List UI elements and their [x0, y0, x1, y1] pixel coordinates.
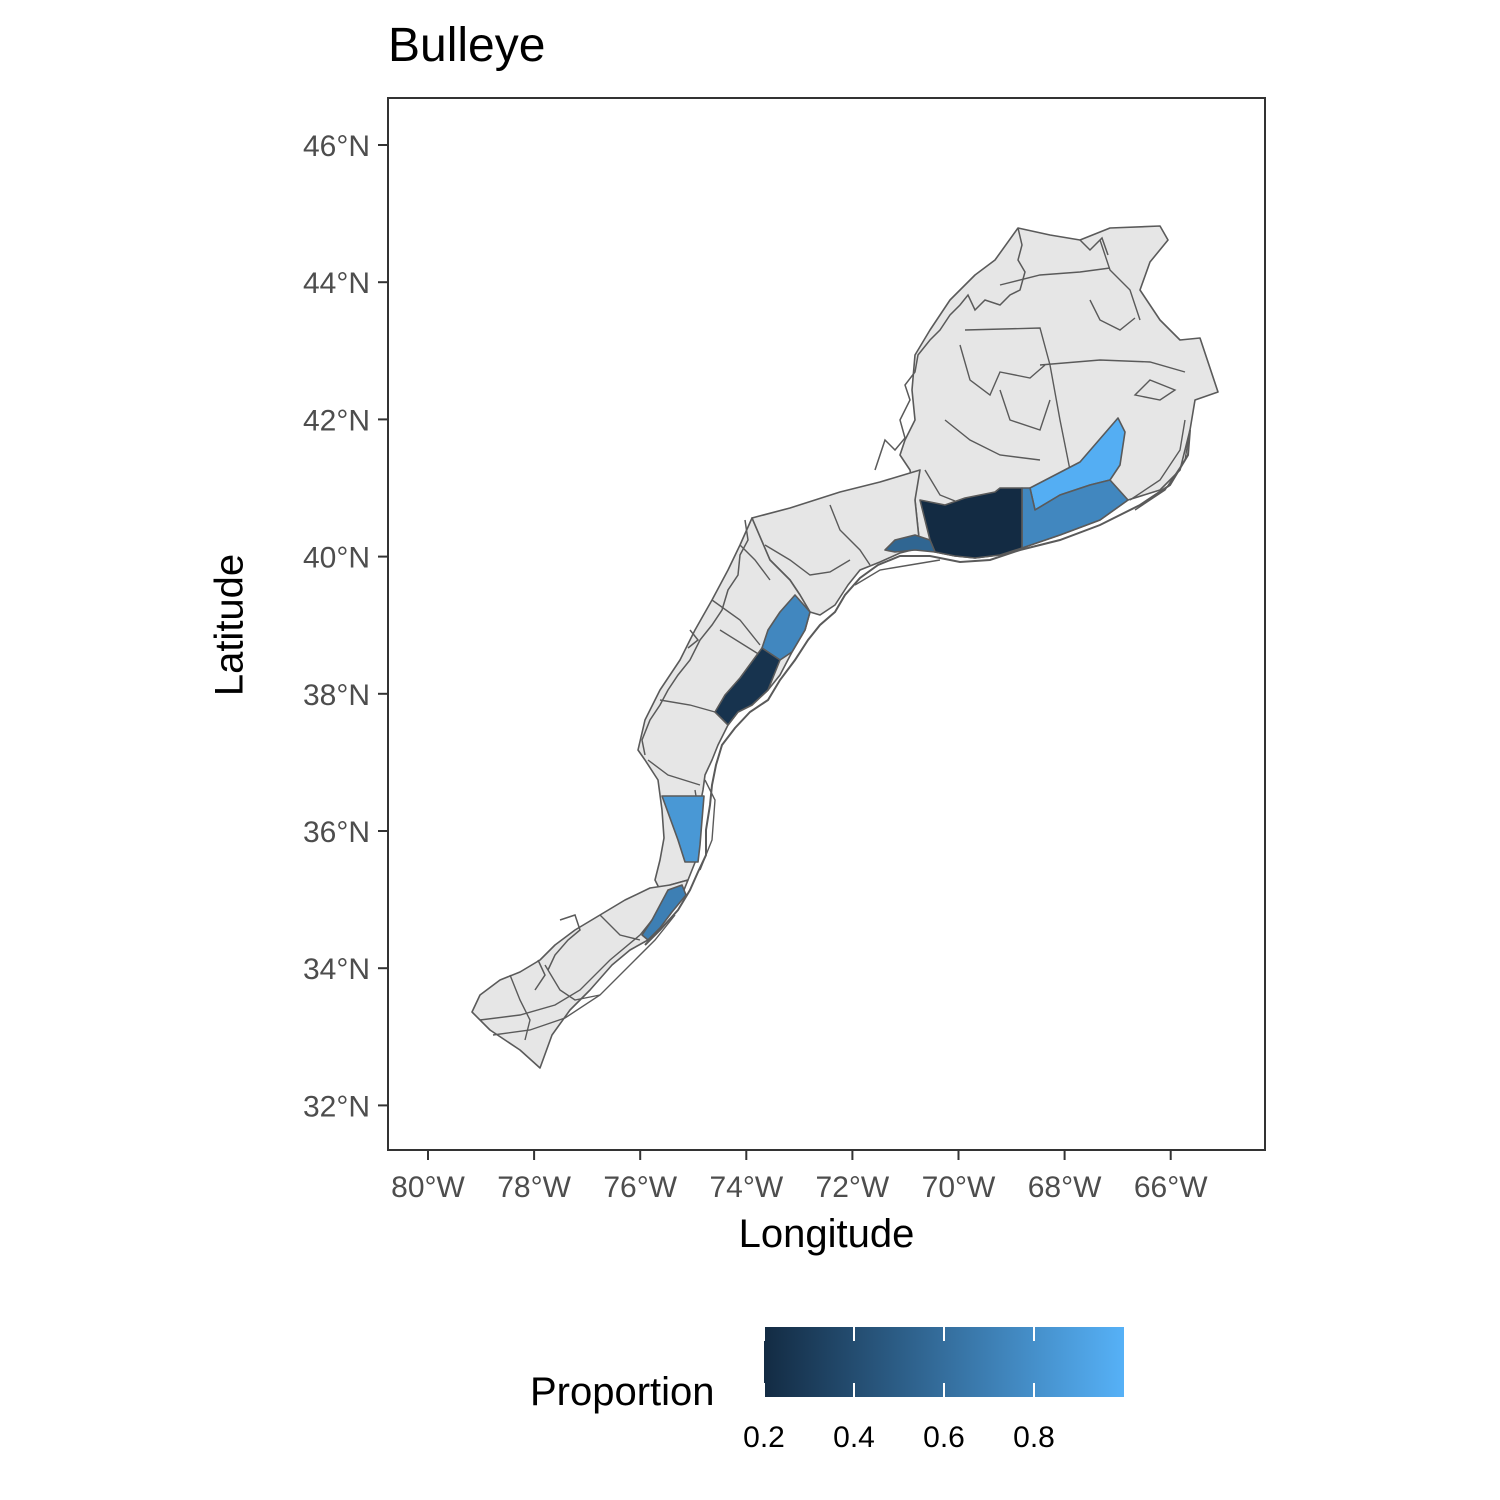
legend: 0.2 0.4 0.6 0.8 — [743, 1327, 1124, 1454]
proportion-regions — [641, 417, 1129, 941]
y-tick-label: 40°N — [303, 542, 370, 575]
x-axis-title: Longitude — [738, 1212, 915, 1256]
legend-tick-label: 0.4 — [833, 1421, 875, 1454]
region-nc-shelf — [661, 795, 705, 863]
legend-tick-label: 0.2 — [743, 1421, 785, 1454]
y-tick-label: 36°N — [303, 816, 370, 849]
region-sne-west — [884, 534, 936, 553]
legend-ticks: 0.2 0.4 0.6 0.8 — [743, 1327, 1055, 1454]
y-tick-label: 42°N — [303, 404, 370, 437]
x-tick-label: 72°W — [816, 1171, 890, 1204]
x-tick-label: 76°W — [603, 1171, 677, 1204]
x-tick-label: 68°W — [1028, 1171, 1102, 1204]
coastline — [534, 227, 1109, 991]
legend-tick-label: 0.8 — [1013, 1421, 1055, 1454]
y-axis: 46°N 44°N 42°N 40°N 38°N 36°N 34°N 32°N — [303, 130, 388, 1123]
region-hatteras-slope — [641, 884, 687, 941]
y-tick-label: 34°N — [303, 953, 370, 986]
x-tick-label: 70°W — [922, 1171, 996, 1204]
y-tick-label: 32°N — [303, 1090, 370, 1123]
legend-tick-label: 0.6 — [923, 1421, 965, 1454]
x-tick-label: 80°W — [391, 1171, 465, 1204]
y-tick-label: 38°N — [303, 679, 370, 712]
contours — [644, 429, 1191, 946]
y-tick-label: 44°N — [303, 267, 370, 300]
x-axis: 80°W 78°W 76°W 74°W 72°W 70°W 68°W 66°W — [391, 1150, 1208, 1204]
region-georges-south — [1021, 479, 1129, 549]
y-axis-title: Latitude — [207, 553, 252, 697]
x-tick-label: 74°W — [709, 1171, 783, 1204]
x-tick-label: 66°W — [1134, 1171, 1208, 1204]
legend-title: Proportion — [530, 1370, 715, 1414]
x-tick-label: 78°W — [497, 1171, 571, 1204]
chart-title: Bulleye — [388, 19, 546, 72]
y-tick-label: 46°N — [303, 130, 370, 163]
region-delmarva-edge — [714, 647, 781, 726]
